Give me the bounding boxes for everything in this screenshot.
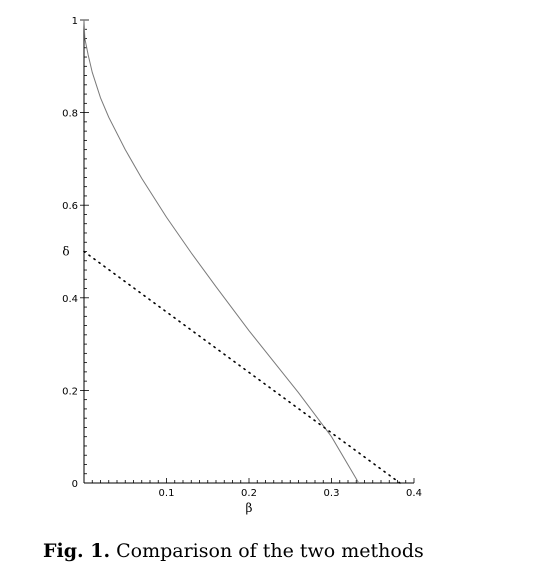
axes [83,20,414,484]
x-axis-label: β [246,501,253,515]
y-tick-label: 1 [72,16,78,27]
x-tick-label: 0.1 [159,488,175,499]
y-axis-label: δ [62,245,69,259]
y-tick-label: 0.4 [62,294,78,305]
y-tick-label: 0.6 [62,201,78,212]
figure-caption: Fig. 1. Comparison of the two methods [43,540,424,562]
caption-label: Fig. 1. [43,540,111,562]
y-tick-label: 0 [72,479,78,490]
tick-labels: 0.1 0.2 0.3 0.4 0 0.2 0.4 0.6 0.8 1 [62,16,422,499]
y-tick-label: 0.8 [62,109,78,120]
dotted-series-line [83,250,401,484]
caption-text: Comparison of the two methods [116,540,424,562]
solid-series-line [83,19,360,484]
ticks [80,19,415,483]
x-tick-label: 0.2 [241,488,257,499]
series [83,19,401,484]
chart: 0.1 0.2 0.3 0.4 0 0.2 0.4 0.6 0.8 1 β δ [62,16,422,515]
x-tick-label: 0.4 [406,488,422,499]
x-tick-label: 0.3 [324,488,340,499]
y-tick-label: 0.2 [62,386,78,397]
